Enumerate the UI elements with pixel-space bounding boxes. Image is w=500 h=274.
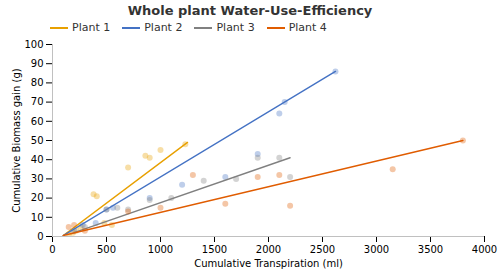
svg-text:4000: 4000 <box>472 244 497 255</box>
svg-text:60: 60 <box>31 116 44 127</box>
svg-text:40: 40 <box>31 154 44 165</box>
svg-text:90: 90 <box>31 58 44 69</box>
html-text:Plant 2: Plant 2 <box>144 21 183 34</box>
svg-text:Cumulative Biomass gain (g): Cumulative Biomass gain (g) <box>11 68 22 212</box>
svg-text:100: 100 <box>24 39 43 50</box>
svg-text:1000: 1000 <box>148 244 173 255</box>
svg-text:0: 0 <box>49 244 55 255</box>
svg-text:Cumulative Transpiration (ml): Cumulative Transpiration (ml) <box>194 258 343 269</box>
svg-text:10: 10 <box>31 212 44 223</box>
svg-text:1500: 1500 <box>202 244 227 255</box>
svg-text:30: 30 <box>31 173 44 184</box>
svg-text:80: 80 <box>31 77 44 88</box>
svg-text:50: 50 <box>31 135 44 146</box>
html-text:Plant 1: Plant 1 <box>72 21 111 34</box>
svg-text:70: 70 <box>31 96 44 107</box>
html-text:Plant 4: Plant 4 <box>288 21 327 34</box>
svg-text:3500: 3500 <box>418 244 443 255</box>
svg-text:2000: 2000 <box>256 244 281 255</box>
html-text:Whole plant Water-Use-Efficien: Whole plant Water-Use-Efficiency <box>127 3 373 18</box>
svg-text:3000: 3000 <box>364 244 389 255</box>
svg-text:0: 0 <box>37 231 43 242</box>
svg-text:2500: 2500 <box>310 244 335 255</box>
html-text:Plant 3: Plant 3 <box>216 21 255 34</box>
svg-text:500: 500 <box>97 244 116 255</box>
svg-text:20: 20 <box>31 192 44 203</box>
